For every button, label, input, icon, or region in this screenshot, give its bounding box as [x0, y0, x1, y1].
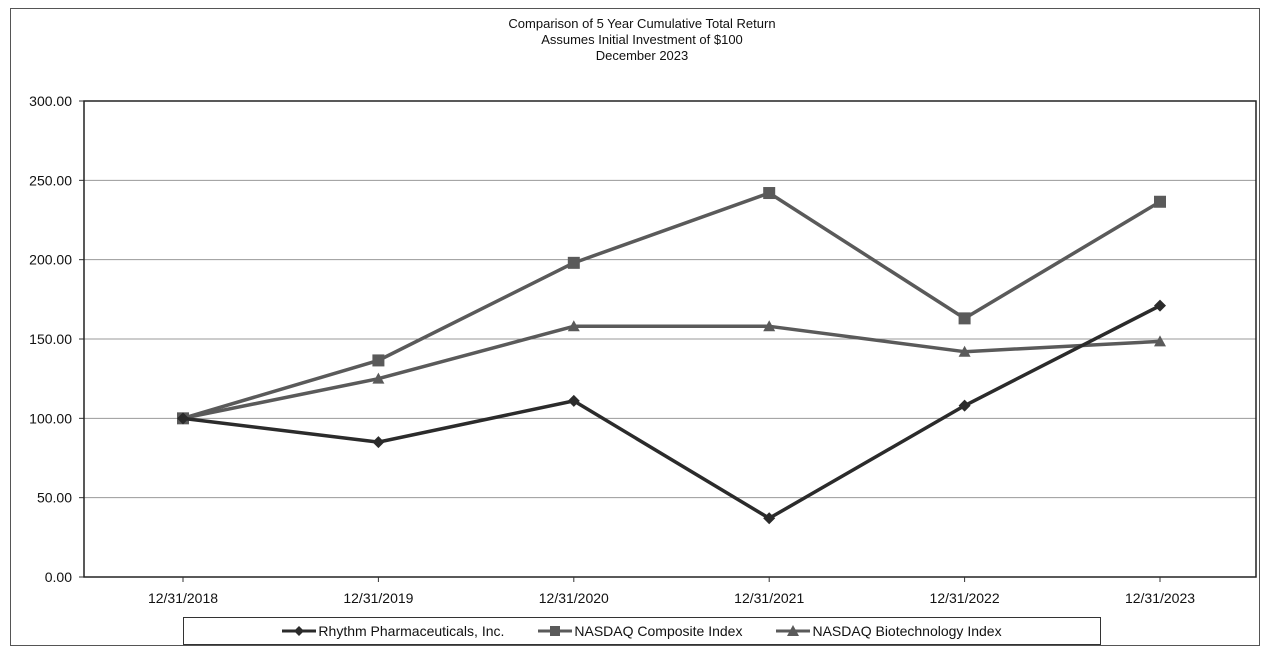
series-line-triangle [182, 324, 1161, 421]
chart-subtitle: Assumes Initial Investment of $100 [541, 32, 743, 47]
data-point-triangle [763, 320, 776, 332]
y-tick-label: 250.00 [29, 172, 72, 188]
legend-item-nasdaq-biotech: NASDAQ Biotechnology Index [776, 623, 1002, 639]
data-point-triangle [1154, 335, 1166, 347]
y-tick-label: 200.00 [29, 252, 72, 268]
x-tick-label: 12/31/2020 [539, 590, 609, 606]
series-line-square [182, 191, 1161, 421]
x-tick-label: 12/31/2023 [1125, 590, 1195, 606]
chart-title: Comparison of 5 Year Cumulative Total Re… [508, 16, 776, 31]
data-point-diamond [763, 512, 776, 525]
x-tick-label: 12/31/2019 [343, 590, 413, 606]
chart-legend: Rhythm Pharmaceuticals, Inc. NASDAQ Comp… [183, 617, 1101, 645]
data-point-square [567, 256, 580, 269]
legend-item-rhythm: Rhythm Pharmaceuticals, Inc. [282, 623, 504, 639]
data-point-square [1154, 195, 1166, 208]
data-point-triangle [372, 372, 385, 384]
legend-label-nasdaq-composite: NASDAQ Composite Index [574, 623, 743, 639]
legend-square-marker-icon [538, 626, 573, 636]
data-point-square [372, 354, 385, 367]
data-point-diamond [177, 412, 189, 425]
y-tick-label: 150.00 [29, 331, 72, 347]
data-point-diamond [567, 394, 580, 407]
chart-subtitle-date: December 2023 [595, 48, 689, 63]
x-tick-label: 12/31/2022 [930, 590, 1000, 606]
x-tick-label: 12/31/2021 [734, 590, 804, 606]
plot-area-border [83, 100, 1257, 578]
y-tick-label: 300.00 [29, 93, 72, 109]
data-point-diamond [958, 399, 971, 412]
data-point-diamond [372, 436, 385, 449]
legend-diamond-marker-icon [282, 626, 317, 636]
legend-triangle-marker-icon [776, 625, 811, 636]
x-tick-label: 12/31/2018 [148, 590, 218, 606]
data-point-triangle [958, 345, 971, 357]
series-line-diamond [182, 304, 1161, 521]
legend-label-rhythm: Rhythm Pharmaceuticals, Inc. [318, 623, 505, 639]
legend-item-nasdaq-composite: NASDAQ Composite Index [538, 623, 742, 639]
data-point-square [958, 312, 971, 325]
data-point-square [763, 187, 776, 200]
legend-label-nasdaq-biotech: NASDAQ Biotechnology Index [812, 623, 1002, 639]
y-tick-label: 0.00 [45, 569, 72, 585]
data-point-triangle [567, 320, 580, 332]
y-tick-label: 50.00 [37, 490, 72, 506]
chart-titles: Comparison of 5 Year Cumulative Total Re… [0, 16, 1264, 64]
data-point-diamond [1154, 299, 1166, 312]
y-tick-label: 100.00 [29, 410, 72, 426]
